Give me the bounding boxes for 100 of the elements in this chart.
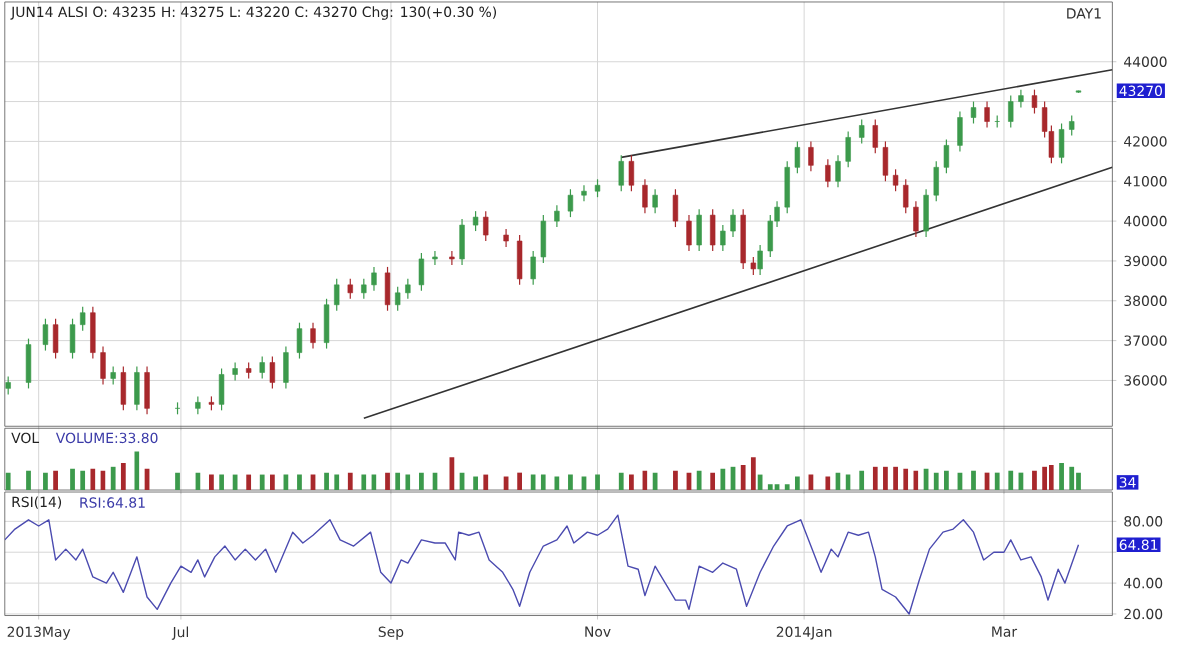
- candlestick: [1008, 94, 1014, 128]
- candlestick: [218, 367, 225, 411]
- bar: [673, 470, 678, 490]
- candlestick: [540, 214, 547, 264]
- candlestick: [923, 188, 929, 238]
- bar: [710, 472, 716, 490]
- candlestick: [80, 305, 86, 332]
- candlestick: [483, 210, 489, 242]
- bar: [419, 472, 424, 490]
- bar: [1069, 466, 1075, 490]
- candlestick: [825, 158, 831, 188]
- candlestick: [310, 321, 316, 349]
- candlestick: [232, 361, 238, 381]
- candlestick: [970, 100, 977, 124]
- candlestick: [696, 208, 702, 252]
- candlestick: [872, 118, 878, 154]
- bar: [259, 474, 265, 490]
- bar: [324, 472, 329, 490]
- bar: [720, 468, 726, 490]
- bar: [629, 474, 634, 490]
- bar: [595, 474, 600, 490]
- candlestick: [913, 200, 919, 238]
- candlestick: [642, 178, 648, 214]
- candlestick: [1069, 114, 1075, 136]
- bar: [1032, 470, 1037, 490]
- bar: [1042, 466, 1048, 490]
- candlestick: [120, 365, 127, 411]
- candlestick: [740, 208, 746, 270]
- candlestick: [144, 365, 150, 415]
- candlestick: [618, 154, 624, 192]
- candlestick: [371, 266, 377, 292]
- bar: [232, 474, 238, 490]
- candlestick: [405, 278, 411, 300]
- bar: [134, 451, 140, 490]
- candlestick: [903, 178, 909, 214]
- candlestick: [943, 138, 950, 174]
- candlestick: [384, 266, 391, 312]
- candlestick: [933, 160, 939, 202]
- bar: [750, 457, 756, 490]
- bar: [26, 470, 31, 490]
- candlestick: [845, 130, 851, 168]
- candlestick: [686, 214, 692, 252]
- candlestick: [361, 278, 367, 300]
- bar: [944, 470, 949, 490]
- candlestick: [418, 252, 425, 292]
- bar: [473, 476, 478, 490]
- bar: [5, 472, 11, 490]
- bar: [483, 474, 489, 490]
- bar: [933, 472, 939, 490]
- bar: [80, 470, 86, 490]
- candlestick: [1031, 88, 1038, 114]
- candlestick: [395, 286, 401, 312]
- candlestick: [730, 208, 736, 238]
- candlestick: [882, 140, 889, 182]
- candlestick: [835, 154, 841, 188]
- candlestick: [720, 224, 726, 252]
- candlestick: [449, 250, 455, 266]
- bar: [767, 484, 773, 490]
- candlestick: [42, 317, 49, 351]
- bar: [517, 472, 523, 490]
- bar: [90, 468, 96, 490]
- bar: [1008, 470, 1014, 490]
- candlestick: [347, 278, 353, 300]
- candlestick: [516, 234, 523, 286]
- bar: [334, 474, 340, 490]
- candlestick: [432, 250, 438, 266]
- candlestick: [672, 188, 679, 228]
- candlestick: [259, 355, 265, 379]
- bar: [246, 474, 252, 490]
- bar: [903, 468, 909, 490]
- candlestick: [794, 140, 801, 174]
- bar: [971, 470, 976, 490]
- candlestick: [567, 188, 574, 218]
- bar: [449, 457, 455, 490]
- candlestick: [100, 345, 106, 385]
- candlestick: [472, 210, 479, 232]
- candlestick: [581, 184, 587, 202]
- bar: [70, 468, 75, 490]
- bar: [209, 474, 214, 490]
- candlestick: [859, 118, 865, 144]
- candlestick: [459, 218, 465, 266]
- bar: [618, 472, 624, 490]
- bar: [859, 470, 865, 490]
- bar: [757, 474, 763, 490]
- bar: [825, 476, 831, 490]
- bar: [1076, 472, 1081, 490]
- candlestick: [808, 140, 814, 172]
- candlestick: [69, 317, 76, 359]
- bar: [568, 474, 573, 490]
- candlestick: [628, 154, 635, 192]
- candlestick: [957, 110, 963, 152]
- bar: [110, 466, 116, 490]
- bar: [361, 474, 367, 490]
- bar: [554, 476, 560, 490]
- candlestick: [1018, 88, 1024, 108]
- candlestick: [52, 317, 59, 359]
- candlestick: [334, 278, 340, 312]
- candlestick: [90, 305, 96, 359]
- bar: [784, 484, 790, 490]
- candlestick: [134, 365, 140, 411]
